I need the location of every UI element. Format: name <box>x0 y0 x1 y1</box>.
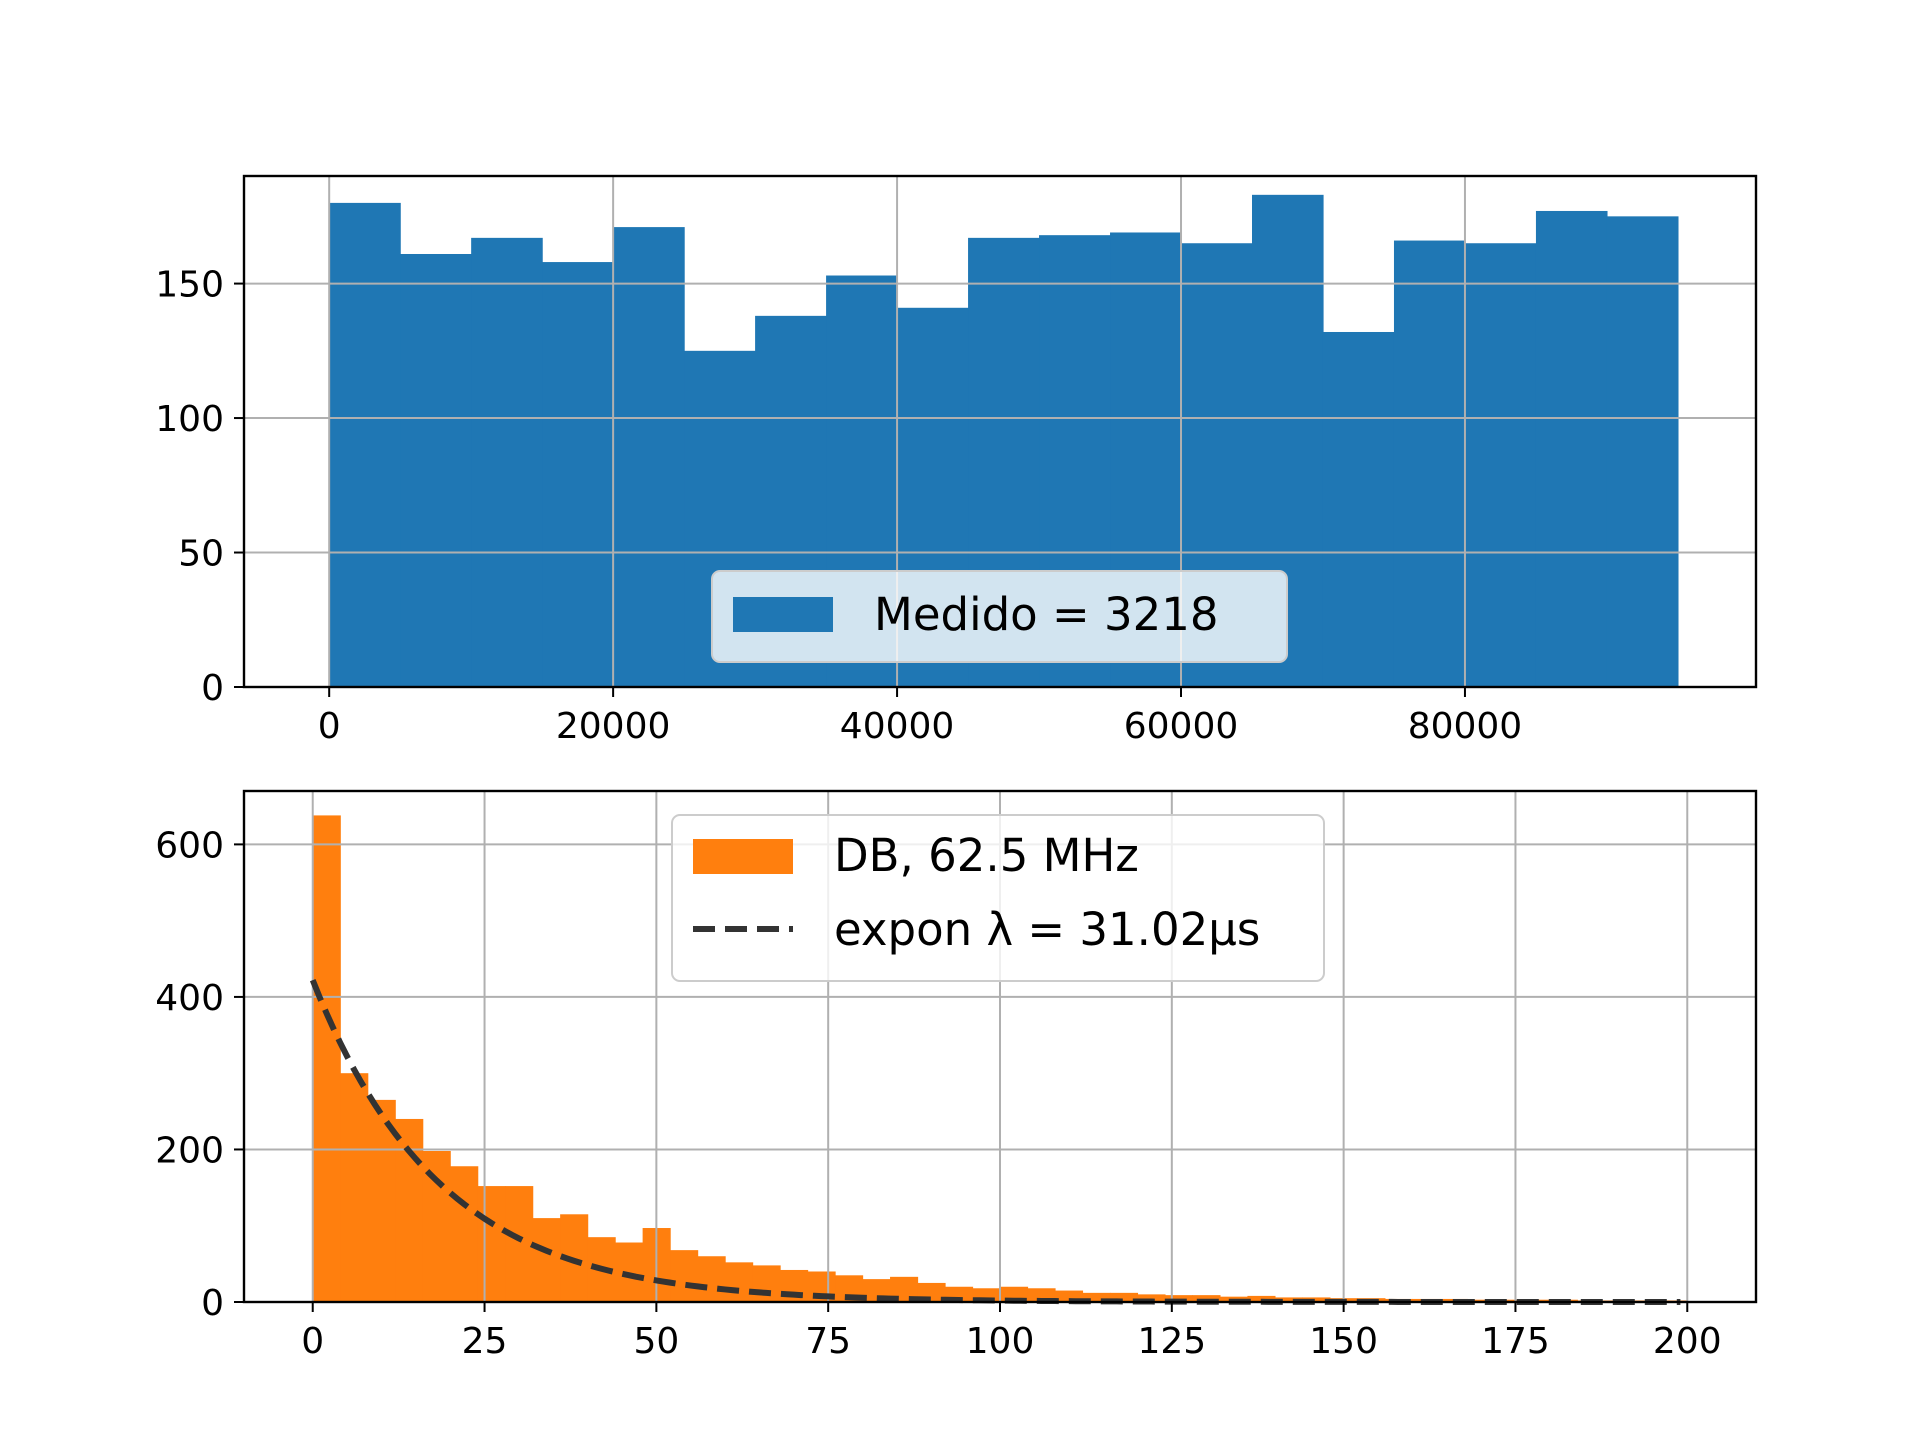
histogram-bar <box>450 1166 479 1302</box>
histogram-bar <box>670 1250 699 1302</box>
x-tick-label: 75 <box>805 1321 851 1362</box>
histogram-bar <box>1082 1292 1111 1302</box>
x-tick-label: 50 <box>633 1321 679 1362</box>
histogram-bar <box>1322 331 1395 687</box>
histogram-bar <box>725 1262 754 1302</box>
x-tick-label: 40000 <box>840 706 955 747</box>
ticks: 0 25 50 75 100 125 150 175 200 0 200 400 600 <box>155 825 1721 1362</box>
histogram-bar <box>532 1218 561 1302</box>
histogram-bar <box>1164 1295 1194 1302</box>
fit-curve <box>309 979 1681 1305</box>
y-tick-label: 600 <box>155 825 224 866</box>
x-tick-label: 0 <box>318 706 341 747</box>
legend-swatch <box>693 839 793 874</box>
y-tick-label: 50 <box>178 534 224 575</box>
chart-top: 0 20000 40000 60000 80000 0 50 100 150 Medido = 3… <box>155 174 1758 747</box>
ticks: 0 20000 40000 60000 80000 0 50 100 150 <box>155 265 1522 747</box>
y-tick-label: 0 <box>201 1283 224 1324</box>
legend-box <box>671 814 1325 982</box>
legend: DB, 62.5 MHz expon λ = 31.02μs <box>671 814 1325 982</box>
histogram-bar <box>1192 1295 1221 1302</box>
legend: Medido = 3218 <box>711 570 1288 663</box>
x-tick-label: 20000 <box>556 706 671 747</box>
x-tick-label: 25 <box>462 1321 508 1362</box>
histogram-bar <box>1274 1297 1303 1302</box>
x-tick-label: 100 <box>966 1321 1035 1362</box>
x-tick-label: 80000 <box>1408 706 1523 747</box>
legend-box <box>711 570 1288 663</box>
histogram-bar <box>697 1256 726 1302</box>
histogram-bar <box>477 1186 506 1302</box>
histogram-bar <box>505 1186 534 1302</box>
histogram-bar <box>400 253 472 687</box>
histogram-bar <box>340 1073 369 1302</box>
y-tick-label: 0 <box>201 668 224 709</box>
legend-label: expon λ = 31.02μs <box>834 903 1260 956</box>
histogram-bar <box>1393 240 1466 687</box>
y-tick-label: 400 <box>155 978 224 1019</box>
histogram-bar <box>752 1265 781 1302</box>
chart-bottom: 0 25 50 75 100 125 150 175 200 0 200 400 600 DB, 62.5… <box>155 789 1758 1362</box>
histogram-bar <box>312 815 341 1302</box>
histogram-bar <box>395 1118 424 1302</box>
histogram-bar <box>329 202 401 688</box>
x-tick-label: 175 <box>1481 1321 1550 1362</box>
histogram-bar <box>1137 1294 1166 1302</box>
histogram-bar <box>542 262 614 687</box>
histogram-bar <box>1464 243 1537 687</box>
x-tick-label: 150 <box>1309 1321 1378 1362</box>
histogram-bar <box>613 227 685 687</box>
x-tick-label: 60000 <box>1124 706 1239 747</box>
histogram-bar <box>1302 1297 1331 1302</box>
y-tick-label: 100 <box>155 399 224 440</box>
legend-label: Medido = 3218 <box>874 588 1219 641</box>
axes-frame <box>242 174 1758 689</box>
histogram-bar <box>471 237 543 687</box>
x-tick-label: 200 <box>1653 1321 1722 1362</box>
histogram-bar <box>367 1099 396 1302</box>
x-tick-label: 125 <box>1137 1321 1206 1362</box>
legend-label: DB, 62.5 MHz <box>834 829 1139 882</box>
histogram-bar <box>422 1150 451 1302</box>
histogram-bar <box>1054 1290 1084 1302</box>
histogram-bar <box>1606 216 1679 687</box>
histogram-bar <box>1535 210 1608 687</box>
y-tick-label: 200 <box>155 1130 224 1171</box>
legend-swatch <box>733 597 833 632</box>
x-tick-label: 0 <box>301 1321 324 1362</box>
y-tick-label: 150 <box>155 265 224 306</box>
histogram-bar <box>1109 1292 1139 1302</box>
